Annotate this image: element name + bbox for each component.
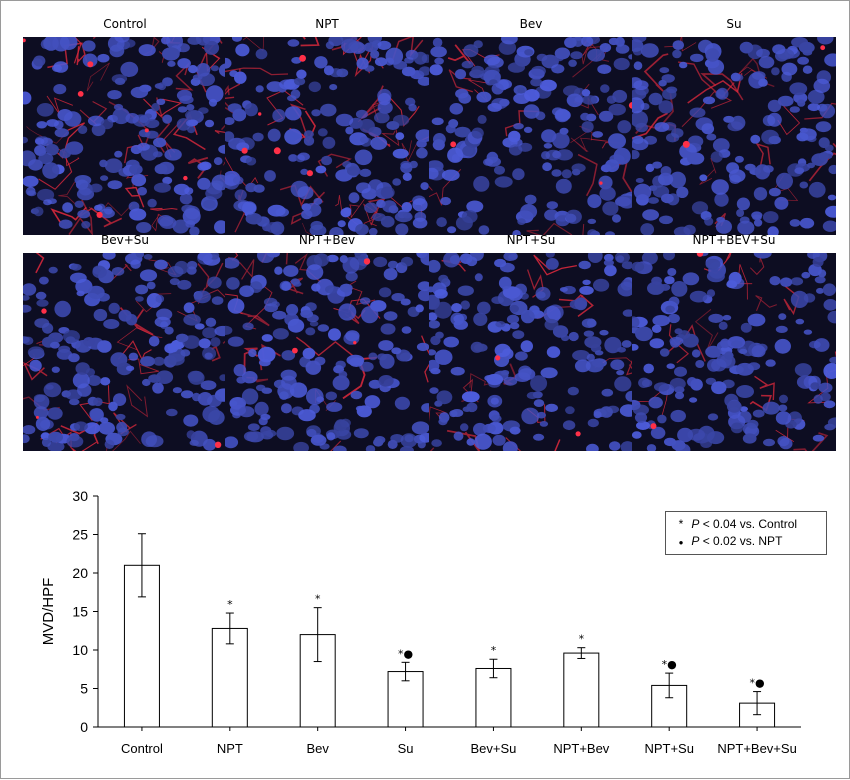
- micrograph-image: [632, 37, 836, 235]
- panel-label: Bev: [519, 17, 543, 31]
- micrograph-panel: Su: [632, 17, 836, 235]
- legend-star-symbol: *: [678, 517, 684, 531]
- micrograph-image: [23, 37, 227, 235]
- panel-label: Bev+Su: [101, 233, 149, 247]
- significance-marker: *: [491, 644, 497, 657]
- micrograph-image: [632, 253, 836, 451]
- micrograph-panel: Bev: [429, 17, 633, 235]
- bar: [299, 634, 336, 728]
- micrograph-panel: Control: [23, 17, 227, 235]
- y-tick-label: 0: [80, 719, 88, 735]
- y-axis-label: MVD/HPF: [40, 578, 57, 646]
- y-tick-label: 5: [80, 681, 88, 697]
- legend-star-p: P: [691, 517, 700, 531]
- micrograph-image: [225, 253, 429, 451]
- y-tick-label: 15: [72, 604, 88, 620]
- legend-star-text: < 0.04 vs. Control: [699, 517, 798, 531]
- significance-marker: *: [579, 633, 585, 646]
- bar: [211, 627, 248, 728]
- x-tick-label: NPT+Bev+Su: [717, 741, 797, 756]
- x-tick-label: Su: [398, 741, 414, 756]
- legend-entry-npt: ● P < 0.02 vs. NPT: [674, 534, 783, 548]
- x-tick-label: NPT+Bev: [553, 741, 609, 756]
- micrograph-panel: NPT+BEV+Su: [632, 233, 836, 451]
- micrograph-panel: NPT: [225, 17, 429, 235]
- legend-dot-text: < 0.02 vs. NPT: [699, 534, 783, 548]
- y-tick-label: 30: [72, 488, 88, 504]
- panel-label: NPT+BEV+Su: [692, 233, 776, 247]
- micrograph-image: [23, 253, 227, 451]
- panel-label: Su: [726, 17, 742, 31]
- bar: [475, 667, 512, 728]
- y-tick-label: 10: [72, 642, 88, 658]
- significance-marker: *●: [750, 677, 765, 690]
- significance-marker: *●: [398, 647, 413, 660]
- x-tick-label: Bev: [306, 741, 329, 756]
- legend-dot-p: P: [691, 534, 700, 548]
- x-tick-label: NPT+Su: [644, 741, 694, 756]
- panel-label: NPT+Bev: [298, 233, 356, 247]
- legend-entry-control: * P < 0.04 vs. Control: [674, 517, 797, 531]
- micrograph-image: [429, 37, 633, 235]
- panel-label: NPT+Su: [506, 233, 556, 247]
- micrograph-panel: NPT+Bev: [225, 233, 429, 451]
- x-tick-label: Bev+Su: [470, 741, 516, 756]
- micrograph-image: [225, 37, 429, 235]
- significance-marker: *: [315, 593, 321, 606]
- micrograph-panel: Bev+Su: [23, 233, 227, 451]
- chart-legend: * P < 0.04 vs. Control ● P < 0.02 vs. NP…: [665, 511, 827, 555]
- panel-label: Control: [103, 17, 147, 31]
- y-tick-label: 25: [72, 527, 88, 543]
- x-tick-label: NPT: [217, 741, 243, 756]
- bar: [563, 652, 600, 728]
- micrograph-panel: NPT+Su: [429, 233, 633, 451]
- significance-marker: *: [227, 598, 233, 611]
- micrograph-image: [429, 253, 633, 451]
- legend-dot-symbol: ●: [678, 538, 684, 547]
- x-tick-label: Control: [121, 741, 163, 756]
- panel-label: NPT: [315, 17, 339, 31]
- bar-chart: 051015202530MVD/HPFControl*NPT*Bev*●Su*B…: [40, 488, 801, 756]
- significance-marker: *●: [662, 658, 677, 671]
- y-tick-label: 20: [72, 565, 88, 581]
